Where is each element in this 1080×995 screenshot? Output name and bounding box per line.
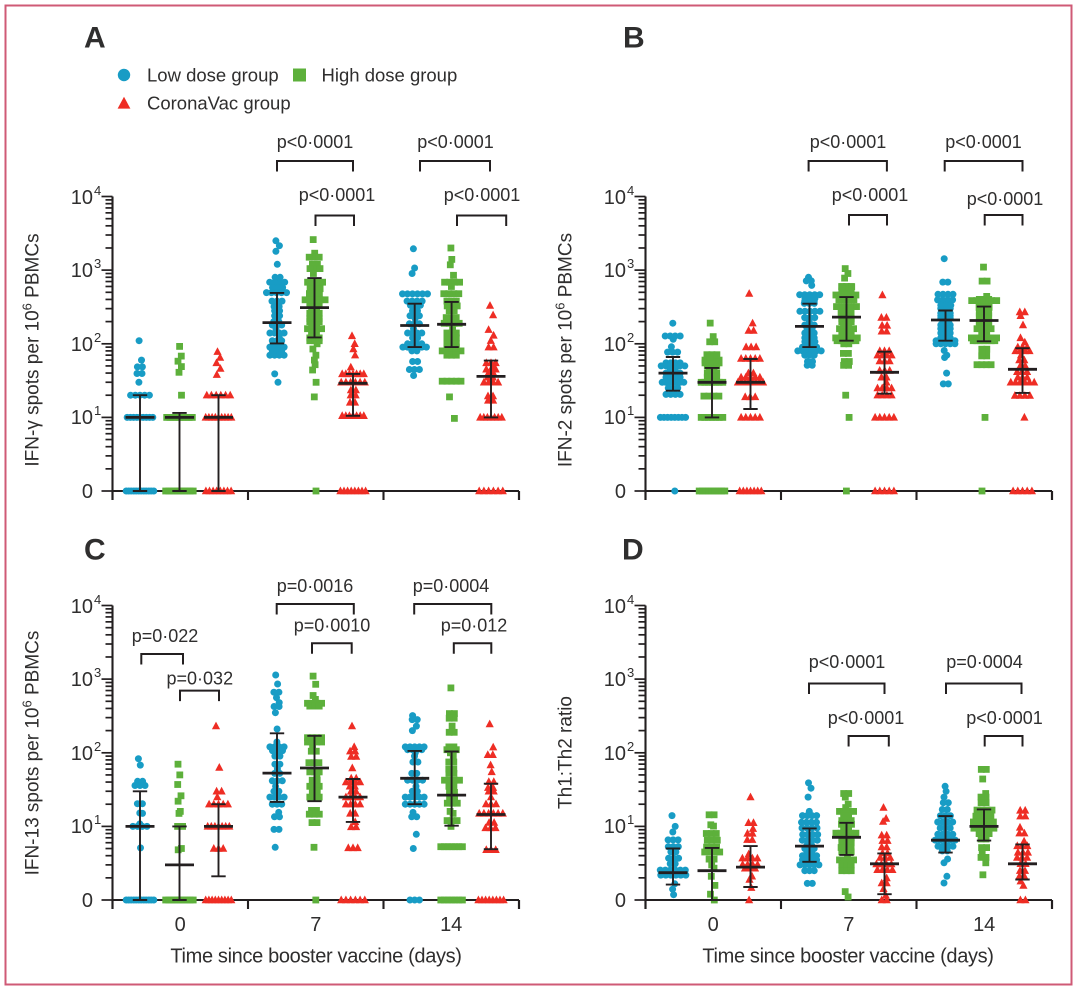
svg-text:p<0·0001: p<0·0001 [417, 132, 494, 152]
svg-text:14: 14 [973, 914, 995, 936]
svg-text:p<0·0001: p<0·0001 [832, 185, 909, 205]
svg-text:0: 0 [82, 890, 93, 912]
svg-text:10: 10 [604, 596, 626, 618]
svg-text:High dose group: High dose group [322, 65, 458, 86]
svg-text:p<0·0001: p<0·0001 [810, 132, 887, 152]
svg-text:0: 0 [615, 890, 626, 912]
svg-text:4: 4 [627, 183, 634, 198]
svg-text:10: 10 [71, 816, 93, 838]
svg-text:10: 10 [604, 187, 626, 209]
svg-text:10: 10 [71, 669, 93, 691]
svg-text:C: C [84, 534, 106, 567]
svg-text:Time since booster vaccine (da: Time since booster vaccine (days) [170, 946, 461, 968]
svg-text:10: 10 [604, 260, 626, 282]
svg-text:4: 4 [627, 592, 634, 607]
svg-text:p<0·0001: p<0·0001 [809, 652, 886, 672]
svg-text:3: 3 [94, 256, 101, 271]
svg-text:2: 2 [94, 330, 101, 345]
svg-text:3: 3 [94, 665, 101, 680]
svg-text:2: 2 [94, 739, 101, 754]
svg-text:10: 10 [71, 407, 93, 429]
svg-text:1: 1 [94, 812, 101, 827]
svg-text:7: 7 [310, 914, 321, 936]
svg-text:IFN-2 spots per 106 PBMCs: IFN-2 spots per 106 PBMCs [552, 233, 577, 467]
svg-text:10: 10 [604, 743, 626, 765]
svg-text:10: 10 [71, 743, 93, 765]
svg-text:0: 0 [82, 481, 93, 503]
svg-text:0: 0 [615, 481, 626, 503]
svg-text:10: 10 [604, 407, 626, 429]
svg-text:CoronaVac group: CoronaVac group [147, 93, 291, 114]
svg-text:10: 10 [71, 334, 93, 356]
svg-text:10: 10 [71, 596, 93, 618]
svg-text:Time since booster vaccine (da: Time since booster vaccine (days) [702, 946, 993, 968]
svg-text:10: 10 [604, 334, 626, 356]
svg-text:p<0·0001: p<0·0001 [299, 185, 376, 205]
svg-text:p=0·032: p=0·032 [167, 669, 234, 689]
svg-text:10: 10 [71, 260, 93, 282]
svg-text:1: 1 [627, 403, 634, 418]
svg-text:0: 0 [175, 914, 186, 936]
svg-text:Low dose group: Low dose group [147, 65, 279, 86]
svg-text:10: 10 [71, 187, 93, 209]
svg-text:p=0·0004: p=0·0004 [413, 576, 490, 596]
svg-text:1: 1 [627, 812, 634, 827]
svg-text:IFN-γ spots per 106 PBMCs: IFN-γ spots per 106 PBMCs [19, 233, 44, 466]
svg-text:4: 4 [94, 183, 101, 198]
svg-text:IFN-13 spots per 106 PBMCs: IFN-13 spots per 106 PBMCs [19, 631, 44, 876]
svg-text:7: 7 [843, 914, 854, 936]
svg-text:4: 4 [94, 592, 101, 607]
svg-text:p<0·0001: p<0·0001 [967, 189, 1044, 209]
svg-text:B: B [623, 22, 645, 55]
svg-text:14: 14 [440, 914, 462, 936]
svg-text:p=0·012: p=0·012 [441, 616, 508, 636]
svg-text:1: 1 [94, 403, 101, 418]
svg-text:D: D [622, 534, 644, 567]
svg-text:p<0·0001: p<0·0001 [277, 132, 354, 152]
svg-text:p=0·022: p=0·022 [132, 626, 199, 646]
svg-text:p<0·0001: p<0·0001 [444, 185, 521, 205]
svg-text:0: 0 [708, 914, 719, 936]
svg-text:p<0·0001: p<0·0001 [828, 708, 905, 728]
svg-text:Th1:Th2 ratio: Th1:Th2 ratio [556, 696, 577, 809]
svg-text:2: 2 [627, 330, 634, 345]
svg-text:p<0·0001: p<0·0001 [945, 132, 1022, 152]
svg-text:p=0·0004: p=0·0004 [946, 652, 1023, 672]
svg-text:3: 3 [627, 256, 634, 271]
svg-text:3: 3 [627, 665, 634, 680]
svg-text:2: 2 [627, 739, 634, 754]
svg-text:10: 10 [604, 816, 626, 838]
svg-text:10: 10 [604, 669, 626, 691]
svg-text:A: A [84, 22, 106, 55]
svg-text:p=0·0016: p=0·0016 [277, 576, 354, 596]
svg-text:p<0·0001: p<0·0001 [966, 708, 1043, 728]
svg-text:p=0·0010: p=0·0010 [294, 616, 371, 636]
